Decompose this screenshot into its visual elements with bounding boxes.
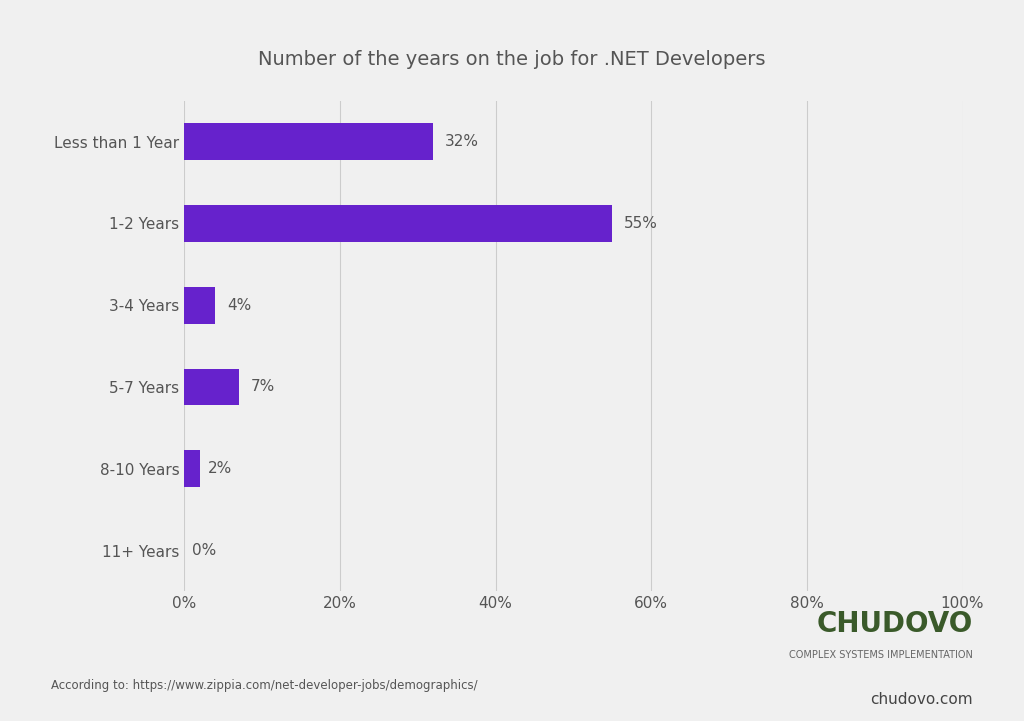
Text: 2%: 2% — [208, 461, 231, 477]
Text: According to: https://www.zippia.com/net-developer-jobs/demographics/: According to: https://www.zippia.com/net… — [51, 679, 478, 692]
Text: 32%: 32% — [445, 134, 479, 149]
Text: COMPLEX SYSTEMS IMPLEMENTATION: COMPLEX SYSTEMS IMPLEMENTATION — [788, 650, 973, 660]
Bar — [184, 123, 433, 160]
Text: 0%: 0% — [193, 543, 216, 558]
Text: Number of the years on the job for .NET Developers: Number of the years on the job for .NET … — [258, 50, 766, 69]
Text: CHUDOVO: CHUDOVO — [816, 610, 973, 638]
Bar — [184, 205, 612, 242]
Bar — [184, 451, 200, 487]
Bar — [184, 287, 215, 324]
Text: 4%: 4% — [227, 298, 251, 313]
Bar — [184, 368, 239, 405]
Text: 55%: 55% — [624, 216, 657, 231]
Text: 7%: 7% — [251, 379, 274, 394]
Text: chudovo.com: chudovo.com — [870, 691, 973, 707]
